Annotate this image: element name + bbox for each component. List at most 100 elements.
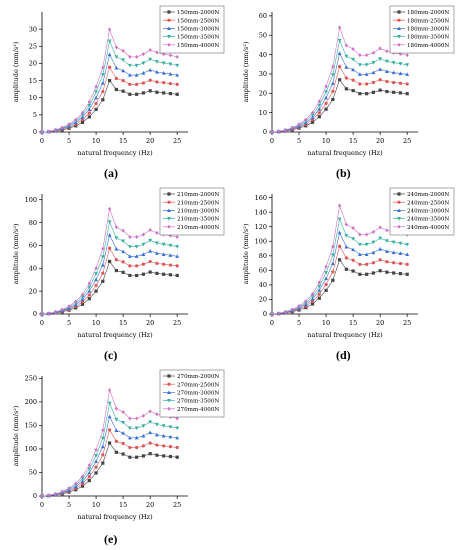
data-point [60, 125, 64, 130]
data-point [317, 288, 322, 292]
y-tick-label: 0 [263, 128, 267, 136]
data-point [53, 492, 58, 497]
data-point [168, 72, 173, 76]
data-point [121, 78, 125, 83]
data-point [74, 481, 78, 486]
data-point [148, 89, 152, 93]
data-point [121, 249, 126, 254]
data-point [40, 130, 44, 134]
data-point [80, 120, 85, 124]
legend-marker [167, 217, 171, 221]
data-point [148, 48, 152, 53]
data-point [331, 97, 335, 102]
data-point [141, 71, 146, 75]
data-point [101, 98, 105, 102]
data-point [351, 78, 355, 82]
data-point [344, 267, 348, 271]
x-tick-label: 15 [119, 501, 127, 509]
x-tick-label: 0 [40, 319, 44, 327]
data-point [94, 454, 98, 458]
data-point [357, 242, 362, 247]
data-point [134, 435, 139, 440]
data-point [94, 101, 98, 106]
y-tick-label: 250 [25, 375, 37, 383]
data-point [107, 65, 112, 69]
data-point [371, 61, 376, 65]
data-point [378, 247, 383, 251]
legend-marker [397, 10, 401, 14]
series-line [41, 79, 178, 133]
data-point [324, 264, 328, 269]
data-point [87, 475, 91, 479]
data-point [357, 63, 362, 67]
data-point [344, 256, 348, 260]
data-point [385, 59, 389, 64]
x-tick-label: 10 [92, 501, 100, 509]
data-point [175, 273, 179, 278]
data-point [128, 273, 132, 278]
y-tick-label: 5 [33, 111, 37, 119]
data-point [94, 90, 98, 94]
data-point [364, 72, 369, 76]
y-tick-label: 20 [259, 296, 267, 304]
data-point [330, 81, 335, 85]
data-point [351, 88, 355, 93]
data-point [337, 230, 342, 235]
chart-panel: 0 5 10 15 20 25 0 20 40 60 80 100 120 140 160 natural f… [242, 187, 455, 339]
data-point [135, 264, 139, 268]
series-markers [40, 441, 179, 498]
data-point [371, 90, 375, 94]
x-tick-label: 25 [173, 501, 181, 509]
data-point [391, 61, 396, 65]
y-tick-label: 40 [259, 51, 267, 59]
data-point [161, 242, 166, 247]
data-point [80, 110, 85, 115]
legend-marker [167, 390, 171, 394]
data-point [87, 470, 92, 475]
data-point [100, 444, 105, 449]
data-point [141, 433, 146, 438]
data-point [365, 262, 369, 266]
data-point [324, 84, 328, 89]
legend-box [389, 5, 455, 54]
data-point [94, 459, 98, 463]
data-point [405, 92, 409, 96]
data-point [364, 242, 369, 247]
y-tick-label: 0 [33, 492, 37, 500]
legend-marker [167, 399, 171, 403]
data-point [337, 51, 342, 56]
data-point [168, 53, 173, 58]
data-point [351, 57, 356, 62]
data-point [107, 206, 112, 211]
data-point [317, 280, 321, 285]
panel-label: (c) [104, 348, 118, 362]
y-tick-label: 30 [29, 25, 37, 33]
data-point [310, 115, 315, 120]
data-point [310, 294, 315, 299]
data-point [365, 82, 369, 86]
y-tick-label: 80 [259, 252, 267, 260]
legend-marker [397, 217, 401, 221]
y-tick-label: 20 [259, 89, 267, 97]
data-point [101, 89, 105, 94]
data-point [100, 73, 105, 77]
data-point [168, 273, 173, 277]
series-markers [40, 246, 179, 316]
y-tick-label: 60 [259, 267, 267, 275]
data-point [175, 264, 179, 268]
data-point [114, 55, 119, 59]
data-point [344, 222, 348, 227]
data-point [344, 76, 348, 80]
data-point [114, 45, 118, 50]
data-point [135, 54, 139, 59]
y-axis-label: amplitude (mm/s²) [242, 223, 250, 284]
data-point [344, 234, 349, 238]
data-point [365, 272, 369, 276]
legend-label: 210mm-3500N [177, 217, 219, 223]
data-point [310, 296, 315, 301]
x-tick-label: 5 [67, 501, 71, 509]
legend-marker [167, 382, 171, 386]
legend-marker [167, 208, 171, 212]
data-point [175, 92, 179, 96]
data-point [40, 494, 44, 498]
